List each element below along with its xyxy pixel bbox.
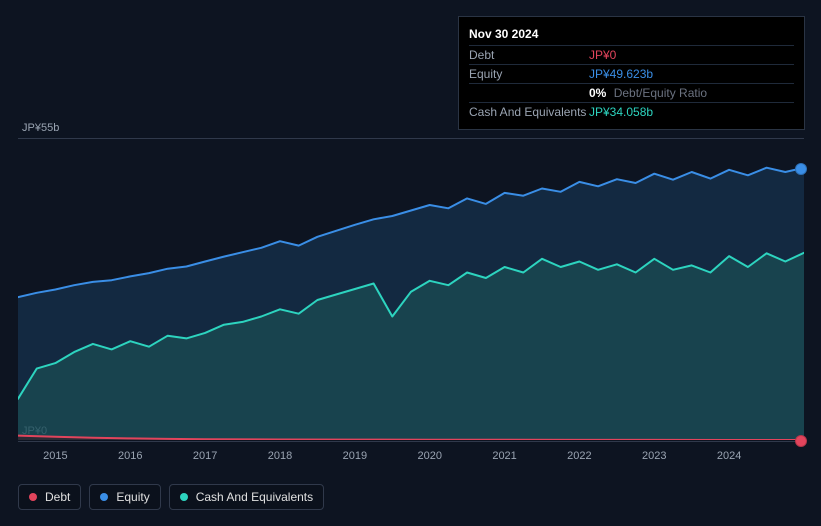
x-axis: 2015 2016 2017 2018 2019 2020 2021 2022 2023 2024 [18,450,804,470]
ratio-value: 0% [589,86,606,100]
tooltip-value: JP¥34.058b [589,105,794,119]
tooltip-value: JP¥0 [589,48,794,62]
legend-item-debt[interactable]: Debt [18,484,81,510]
chart-legend: Debt Equity Cash And Equivalents [18,484,324,510]
y-axis-max-label: JP¥55b [22,122,59,134]
x-axis-tick: 2021 [492,450,516,462]
x-axis-tick: 2024 [717,450,741,462]
x-axis-tick: 2018 [268,450,292,462]
legend-item-equity[interactable]: Equity [89,484,160,510]
hover-marker-icon [795,435,807,447]
x-axis-tick: 2016 [118,450,142,462]
x-axis-tick: 2017 [193,450,217,462]
tooltip-label [469,86,589,100]
legend-dot-icon [180,493,188,501]
x-axis-tick: 2020 [417,450,441,462]
ratio-extra: Debt/Equity Ratio [614,86,707,100]
tooltip-row-equity: Equity JP¥49.623b [469,64,794,83]
legend-dot-icon [100,493,108,501]
tooltip-label: Cash And Equivalents [469,105,589,119]
tooltip-row-ratio: 0% Debt/Equity Ratio [469,83,794,102]
tooltip-label: Debt [469,48,589,62]
tooltip-row-cash: Cash And Equivalents JP¥34.058b [469,102,794,121]
tooltip-date: Nov 30 2024 [469,23,794,45]
tooltip-row-debt: Debt JP¥0 [469,45,794,64]
legend-item-cash[interactable]: Cash And Equivalents [169,484,324,510]
legend-label: Cash And Equivalents [196,490,313,504]
legend-label: Equity [116,490,149,504]
x-axis-tick: 2023 [642,450,666,462]
tooltip-value: 0% Debt/Equity Ratio [589,86,794,100]
tooltip-value: JP¥49.623b [589,67,794,81]
legend-dot-icon [29,493,37,501]
chart-svg [18,138,804,440]
x-axis-tick: 2019 [343,450,367,462]
chart-tooltip: Nov 30 2024 Debt JP¥0 Equity JP¥49.623b … [458,16,805,130]
x-axis-tick: 2015 [43,450,67,462]
chart-container: Nov 30 2024 Debt JP¥0 Equity JP¥49.623b … [0,0,821,526]
hover-marker-icon [795,163,807,175]
x-axis-tick: 2022 [567,450,591,462]
tooltip-label: Equity [469,67,589,81]
legend-label: Debt [45,490,70,504]
